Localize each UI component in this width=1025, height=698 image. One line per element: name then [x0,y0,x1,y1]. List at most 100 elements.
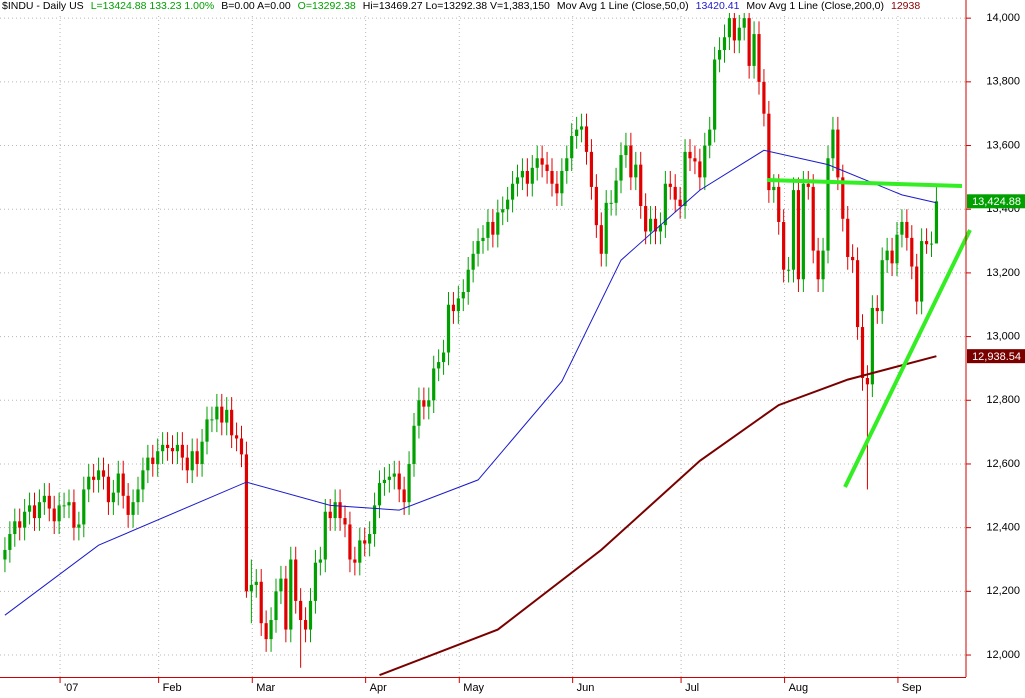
y-tick-label: 12,200 [986,585,1020,597]
x-tick-label: Apr [370,682,387,694]
y-tick-label: 13,600 [986,139,1020,151]
candle-body [594,186,598,226]
candle-body [722,37,727,50]
candle-body [165,444,170,449]
candle-body [653,218,658,232]
candle-body [338,502,342,519]
candle-body [328,511,332,519]
candle-body [392,473,396,477]
candle-body [441,352,446,363]
candle-body [589,151,594,187]
candle-body [535,158,539,168]
candle-body [318,559,322,563]
header-item: L=13424.88 133.23 1.00% [90,0,215,12]
price-tag-label: 13,424.88 [972,196,1021,208]
candle-body [870,307,874,385]
candle-body [796,190,801,280]
x-tick-label: Feb [163,682,182,694]
candle-body [387,476,391,480]
candle-body [372,505,377,535]
candle-body [683,151,687,207]
candle-body [801,183,805,280]
candle-body [215,406,219,420]
candle-body [254,581,258,585]
candle-body [732,18,736,41]
candle-body [77,524,81,528]
candle-body [47,495,51,509]
price-tag-label: 12,938.54 [972,351,1021,363]
candle-body [658,225,663,232]
candle-body [23,511,27,528]
candle-body [92,476,96,480]
candle-body [200,441,204,464]
candle-body [545,164,549,172]
candle-body [87,476,91,490]
candle-body [688,151,692,159]
candle-body [806,183,810,187]
x-tick-label: Mar [256,682,275,694]
candle-body [491,221,495,235]
candle-body [101,470,106,477]
candle-body [32,505,37,519]
header-item: B=0.00 A=0.00 [221,0,291,12]
candle-body [777,186,781,222]
candle-body [811,186,815,251]
candle-body [313,562,318,601]
candle-body [225,409,229,423]
candle-body [668,183,672,187]
candle-body [900,221,904,235]
header-item: O=13292.38 [297,0,356,12]
x-tick-label: Jul [685,682,699,694]
candle-body [496,212,500,235]
candle-body [752,34,756,66]
candle-body [412,425,416,464]
candle-body [915,266,919,302]
candle-body [619,155,623,181]
candle-body [555,183,559,194]
candle-body [220,406,224,423]
candle-body [156,451,160,464]
moving-average [379,355,937,677]
candle-body [924,241,929,245]
candle-body [402,489,406,503]
header-item: 12938 [890,0,921,12]
candle-body [13,521,17,535]
candle-body [121,473,125,496]
candle-body [747,18,751,66]
candle-body [161,444,165,452]
candle-body [836,129,840,178]
candle-body [579,126,584,130]
candle-body [230,409,234,436]
candle-body [614,180,618,203]
candle-body [377,483,382,506]
candle-body [407,463,411,503]
candle-body [821,250,825,280]
candle-body [151,457,155,464]
candle-body [244,454,249,592]
candle-body [875,307,879,312]
header-item: 13420.41 [695,0,740,12]
candle-body [82,489,86,525]
candle-body [18,521,22,528]
candle-body [358,540,362,563]
y-tick-label: 12,000 [986,649,1020,661]
header: $INDU - Daily US L=13424.88 133.23 1.00% B… [2,0,964,13]
candle-body [506,199,510,210]
candle-body [786,269,791,271]
candle-body [446,304,451,353]
candle-body [239,438,244,455]
candle-body [382,479,387,484]
candle-body [437,362,441,369]
candle-body [333,502,337,519]
candle-body [703,145,707,178]
candle-body [368,534,372,544]
candle-body [417,400,421,426]
candle-body [427,400,431,407]
price-tag [967,194,1025,209]
candle-body [742,18,746,28]
x-tick-label: Jun [577,682,595,694]
candle-body [929,243,934,245]
candle-body [530,167,534,184]
